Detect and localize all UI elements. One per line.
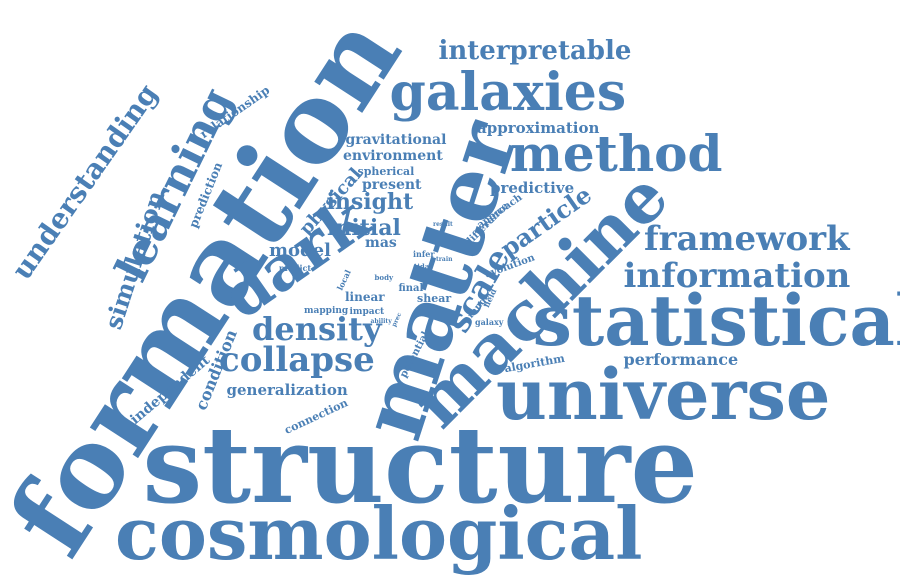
word-information: information (623, 256, 851, 296)
word-approximation: approximation (477, 118, 600, 137)
word-model: model (269, 240, 331, 261)
word-train: train (436, 256, 453, 263)
word-initial: initial (327, 215, 401, 241)
word-universe: universe (496, 353, 831, 436)
word-shear: shear (417, 291, 452, 305)
word-galaxies: galaxies (389, 62, 627, 123)
word-infer: infer (413, 249, 435, 259)
word-ability: ability (370, 318, 392, 325)
word-mapping: mapping (304, 305, 349, 316)
word-density: density (252, 310, 382, 348)
word-framework: framework (644, 219, 850, 259)
word-body: body (374, 272, 394, 282)
word-predict: predict (279, 263, 312, 273)
word-collapse: collapse (219, 340, 375, 380)
word-impact: impact (349, 306, 385, 317)
word-statistical: statistical (532, 279, 900, 362)
word-mas: mas (365, 235, 397, 251)
word-generalization: generalization (226, 380, 348, 399)
word-environment: environment (343, 148, 443, 164)
word-cosmological: cosmological (115, 491, 643, 576)
word-structure: structure (142, 402, 698, 527)
word-predictive: predictive (490, 178, 575, 197)
word-present: present (362, 177, 422, 193)
word-galaxy: galaxy (475, 317, 504, 327)
word-performance: performance (623, 350, 739, 369)
word-tidal: tidal (414, 261, 432, 271)
word-linear: linear (345, 290, 385, 304)
word-spherical: spherical (357, 164, 415, 178)
word-final: final (398, 283, 424, 294)
word-gravitational: gravitational (345, 132, 447, 148)
word-result: result (433, 221, 453, 228)
word-interpretable: interpretable (438, 36, 632, 66)
word-insight: insight (326, 189, 414, 215)
word-method: method (510, 124, 723, 183)
